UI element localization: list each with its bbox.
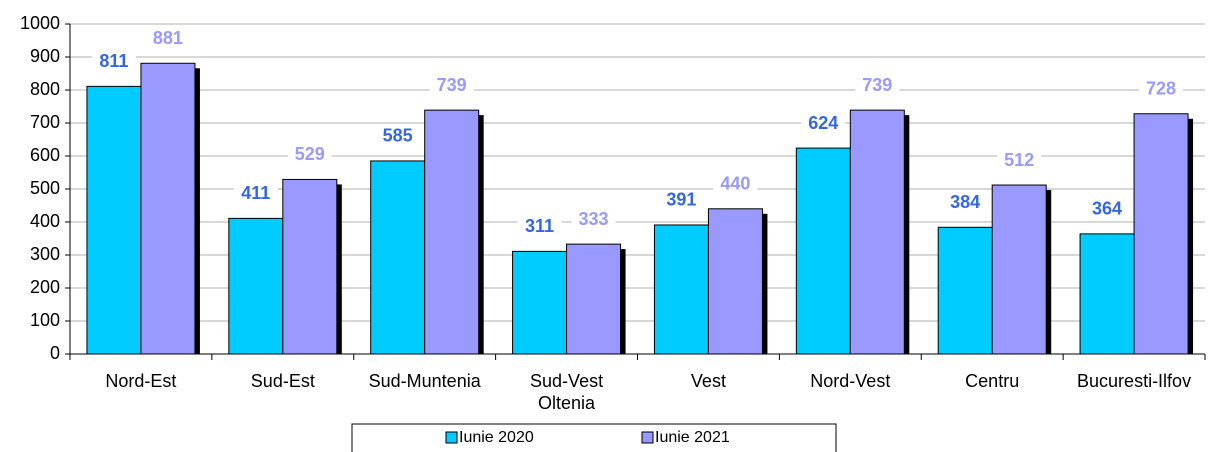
label-bg	[801, 113, 846, 136]
data-label: 333	[579, 209, 609, 229]
x-tick-label: Vest	[690, 371, 726, 391]
bar	[653, 224, 709, 355]
legend-swatch	[445, 431, 458, 444]
bar	[1079, 233, 1135, 355]
label-bg	[233, 183, 278, 206]
label-bg	[997, 150, 1042, 173]
x-tick-label: Nord-Vest	[810, 371, 891, 391]
label-bg	[429, 75, 474, 98]
bar	[86, 85, 142, 355]
label-bg	[659, 189, 704, 212]
y-tick-label: 200	[30, 277, 60, 297]
legend-label: Iunie 2020	[459, 429, 534, 446]
label-bg	[1085, 198, 1130, 221]
bar	[512, 250, 568, 355]
x-tick-label: Centru	[965, 371, 1020, 391]
label-bg	[375, 125, 420, 148]
y-tick-label: 900	[30, 46, 60, 66]
x-tick-label: Sud-Est	[250, 371, 315, 391]
data-label: 529	[295, 144, 325, 164]
data-label: 585	[383, 126, 413, 146]
bar	[566, 243, 622, 355]
bar	[424, 109, 480, 355]
data-label: 411	[241, 183, 270, 203]
data-label: 881	[153, 28, 183, 48]
data-label: 811	[99, 51, 128, 71]
bar	[937, 226, 993, 355]
x-tick-label: Sud-Muntenia	[368, 371, 481, 391]
data-label: 728	[1146, 79, 1176, 99]
data-label: 624	[808, 113, 838, 133]
label-bg	[1139, 78, 1184, 101]
label-bg	[91, 51, 136, 74]
y-tick-label: 100	[30, 310, 60, 330]
label-bg	[855, 75, 900, 98]
data-label: 739	[437, 75, 467, 95]
x-tick-label: Sud-Vest Oltenia	[530, 371, 604, 413]
x-tick-label: Bucuresti-Ilfov	[1077, 371, 1192, 391]
legend-box	[351, 423, 837, 452]
bar	[370, 160, 426, 355]
data-label: 512	[1004, 150, 1034, 170]
data-label: 311	[525, 216, 554, 236]
bar	[1133, 113, 1189, 355]
bar	[140, 62, 196, 355]
data-label: 440	[720, 174, 750, 194]
y-tick-label: 800	[30, 79, 60, 99]
x-tick-label: Nord-Est	[105, 371, 177, 391]
bar	[282, 178, 338, 355]
data-label: 384	[950, 192, 980, 212]
bar	[849, 109, 905, 355]
y-tick-label: 1000	[20, 13, 60, 33]
label-bg	[943, 192, 988, 215]
bar	[795, 147, 851, 355]
label-bg	[287, 144, 332, 167]
label-bg	[145, 28, 190, 51]
bar	[228, 217, 284, 355]
legend-label: Iunie 2021	[655, 429, 730, 446]
label-bg	[571, 209, 616, 232]
label-bg	[713, 173, 758, 196]
y-tick-label: 0	[50, 343, 60, 363]
data-label: 739	[862, 75, 892, 95]
bar	[991, 184, 1047, 355]
y-tick-label: 400	[30, 211, 60, 231]
y-tick-label: 600	[30, 145, 60, 165]
data-label: 364	[1092, 199, 1122, 219]
label-bg	[517, 216, 562, 239]
data-label: 391	[666, 190, 696, 210]
y-tick-label: 500	[30, 178, 60, 198]
legend-swatch	[641, 431, 654, 444]
y-tick-label: 700	[30, 112, 60, 132]
bar	[707, 208, 763, 355]
y-tick-label: 300	[30, 244, 60, 264]
